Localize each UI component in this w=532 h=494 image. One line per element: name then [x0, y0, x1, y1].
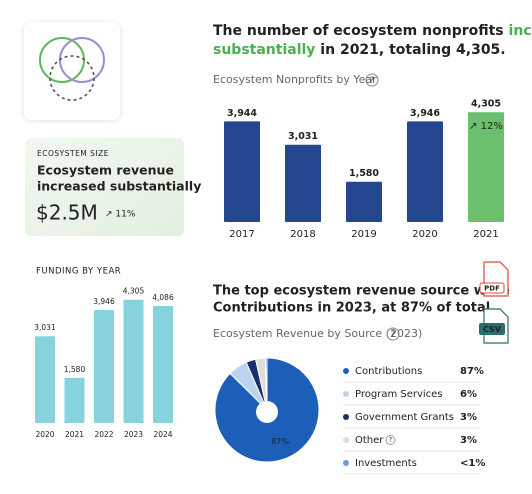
stat-label: ECOSYSTEM SIZE	[37, 149, 109, 158]
bar	[346, 181, 382, 222]
help-icon-text[interactable]: ?	[391, 330, 395, 339]
legend-swatch	[343, 391, 349, 397]
value-label: 3,944	[227, 108, 257, 119]
x-tick-label: 2024	[153, 430, 172, 439]
legend-label: Contributions	[355, 366, 422, 377]
legend-value: 6%	[460, 389, 477, 400]
x-tick-label: 2023	[124, 430, 143, 439]
legend-value: 3%	[460, 435, 477, 446]
value-label: 3,946	[410, 108, 440, 119]
pie-slice	[264, 357, 268, 411]
bar	[64, 377, 85, 423]
stat-title: increased substantially	[37, 179, 201, 194]
chart-subtitle: Ecosystem Revenue by Source (2023)	[213, 327, 422, 340]
headline: The top ecosystem revenue source were	[213, 284, 510, 299]
x-tick-label: 2018	[290, 229, 315, 240]
value-label: 4,086	[152, 293, 174, 302]
bar	[153, 305, 173, 423]
bar	[224, 121, 260, 222]
x-tick-label: 2020	[412, 229, 437, 240]
legend-swatch	[343, 368, 349, 374]
x-tick-label: 2021	[65, 430, 84, 439]
legend-label: Investments	[355, 458, 417, 469]
chart-subtitle: Ecosystem Nonprofits by Year	[213, 73, 377, 86]
x-tick-label: 2017	[229, 229, 254, 240]
bar	[468, 112, 504, 222]
bar	[285, 144, 321, 222]
x-tick-label: 2020	[35, 430, 54, 439]
value-label: 3,031	[288, 131, 318, 142]
legend-label: Government Grants	[355, 412, 454, 423]
headline: substantially in 2021, totaling 4,305.	[213, 42, 506, 58]
pie-slice	[214, 357, 320, 463]
legend-value: 87%	[460, 366, 484, 377]
file-type[interactable]: CSV	[483, 325, 502, 334]
bar	[407, 121, 443, 222]
headline: The number of ecosystem nonprofits incre…	[213, 23, 532, 39]
logo-card	[24, 22, 120, 120]
bar	[35, 336, 55, 423]
value-label: 1,580	[64, 365, 86, 374]
legend-value: 3%	[460, 412, 477, 423]
venn-circle	[49, 55, 95, 101]
headline: Contributions in 2023, at 87% of total.	[213, 301, 495, 316]
help-icon[interactable]	[365, 73, 379, 87]
help-icon[interactable]	[385, 435, 396, 445]
bar	[94, 310, 114, 423]
value-label: 3,946	[93, 297, 115, 306]
legend-swatch	[343, 414, 349, 420]
value-label: 1,580	[349, 168, 379, 179]
file-badge[interactable]	[479, 323, 505, 335]
x-tick-label: 2019	[351, 229, 376, 240]
stat-value: $2.5M	[36, 201, 98, 225]
slice-label: 87%	[271, 437, 289, 446]
legend-swatch	[343, 437, 349, 443]
x-tick-label: 2021	[473, 229, 498, 240]
help-icon-text[interactable]: ?	[370, 76, 374, 85]
help-icon[interactable]	[386, 327, 400, 341]
bar	[123, 299, 144, 423]
stat-change: ↗ 11%	[105, 210, 136, 220]
bar-annotation: ↗ 12%	[469, 121, 503, 132]
legend-label: Other	[355, 435, 384, 446]
chart-title: FUNDING BY YEAR	[36, 267, 121, 277]
value-label: 4,305	[471, 99, 501, 110]
pdf-download[interactable]: PDF	[479, 261, 509, 297]
file-type[interactable]: PDF	[484, 285, 500, 293]
x-tick-label: 2022	[94, 430, 113, 439]
legend-value: <1%	[460, 458, 485, 469]
stat-title: Ecosystem revenue	[37, 163, 174, 178]
legend-swatch	[343, 460, 349, 466]
help-icon-text[interactable]: ?	[389, 437, 392, 444]
legend-label: Program Services	[355, 389, 443, 400]
value-label: 3,031	[34, 323, 56, 332]
csv-download[interactable]: CSV	[479, 308, 509, 344]
donut-hole	[256, 401, 278, 423]
value-label: 4,305	[123, 287, 145, 296]
stat-card	[25, 138, 184, 236]
file-badge[interactable]	[479, 282, 505, 294]
